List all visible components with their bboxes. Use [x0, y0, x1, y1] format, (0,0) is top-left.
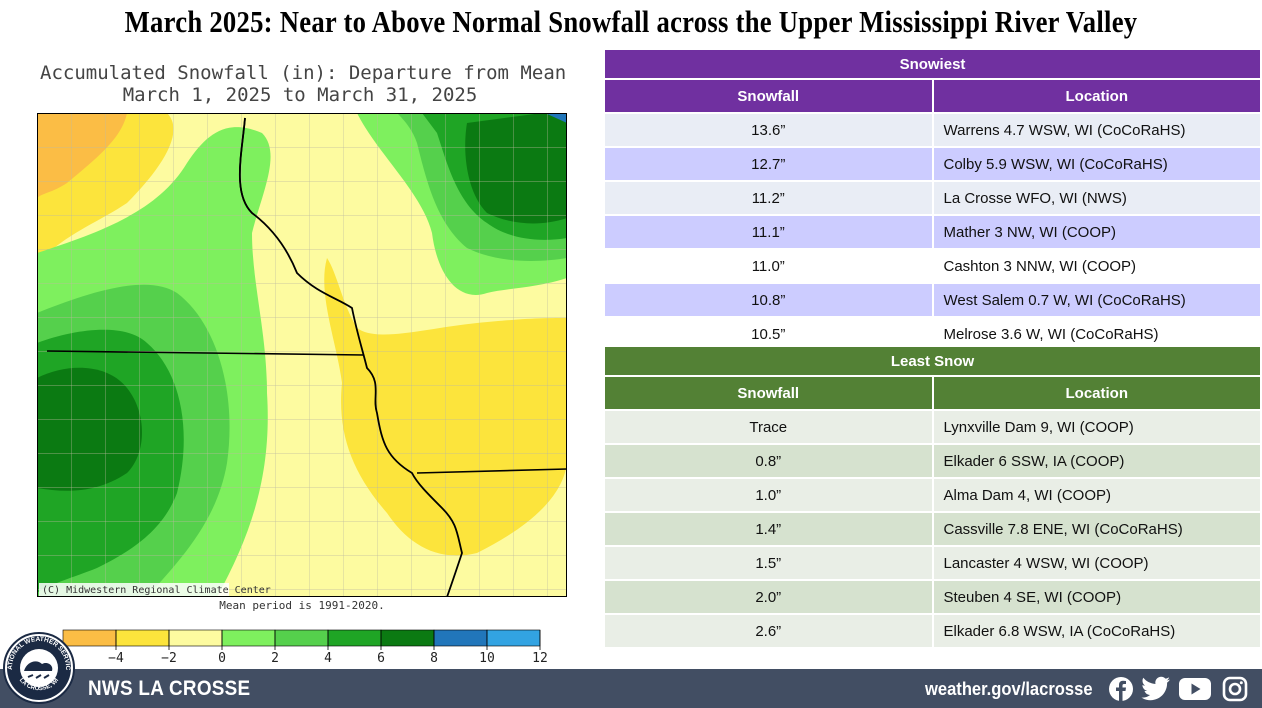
table-row: 0.8” Elkader 6 SSW, IA (COOP) [605, 444, 1260, 478]
location-value: Elkader 6.8 WSW, IA (CoCoRaHS) [931, 614, 1260, 648]
col-snowfall: Snowfall [737, 87, 800, 105]
legend-swatch [327, 629, 382, 647]
facebook-icon[interactable] [1108, 676, 1134, 702]
office-name: NWS LA CROSSE [88, 677, 251, 700]
table-row: 1.5” Lancaster 4 WSW, WI (COOP) [605, 546, 1260, 580]
least-title: Least Snow [890, 352, 975, 370]
youtube-icon[interactable] [1178, 676, 1212, 702]
snowfall-departure-map: (C) Midwestern Regional Climate Center [37, 113, 567, 597]
map-credit-bg [39, 583, 229, 596]
location-value: Elkader 6 SSW, IA (COOP) [931, 444, 1260, 478]
location-value: Lynxville Dam 9, WI (COOP) [931, 410, 1260, 444]
snowfall-value: 1.0” [755, 486, 782, 504]
snowfall-value: 11.1” [751, 223, 785, 241]
least-column-header: Snowfall Location [605, 376, 1260, 410]
legend-swatch [274, 629, 329, 647]
snowiest-column-header: Snowfall Location [605, 79, 1260, 113]
table-row: 13.6” Warrens 4.7 WSW, WI (CoCoRaHS) [605, 113, 1260, 147]
snowfall-value: 0.8” [755, 452, 782, 470]
snowfall-value: 11.2” [751, 189, 785, 207]
col-location: Location [931, 376, 1260, 410]
snowfall-value: 2.0” [755, 588, 782, 606]
legend-swatch [380, 629, 435, 647]
legend-swatch [168, 629, 223, 647]
snowfall-value: 11.0” [751, 257, 785, 275]
legend-tick-label: 10 [479, 651, 495, 666]
table-row: 1.0” Alma Dam 4, WI (COOP) [605, 478, 1260, 512]
mean-period-note: Mean period is 1991-2020. [219, 599, 385, 612]
location-value: Cashton 3 NNW, WI (COOP) [931, 249, 1260, 283]
map-frame [37, 113, 567, 597]
map-title: Accumulated Snowfall (in): Departure fro… [40, 62, 567, 84]
snowfall-value: 1.5” [755, 554, 782, 572]
legend-tick-label: −2 [161, 651, 177, 666]
snowfall-value: Trace [749, 418, 788, 436]
location-value: Colby 5.9 WSW, WI (CoCoRaHS) [931, 147, 1260, 181]
location-value: Warrens 4.7 WSW, WI (CoCoRaHS) [931, 113, 1260, 147]
table-row: 10.8” West Salem 0.7 W, WI (CoCoRaHS) [605, 283, 1260, 317]
legend-swatch [486, 629, 541, 647]
page-title: March 2025: Near to Above Normal Snowfal… [124, 4, 1138, 39]
st-croix-river [239, 117, 253, 214]
location-value: Steuben 4 SE, WI (COOP) [931, 580, 1260, 614]
least-snow-table: Least Snow Snowfall Location Trace Lynxvi… [605, 347, 1260, 649]
table-row: 10.5” Melrose 3.6 W, WI (CoCoRaHS) [605, 317, 1260, 351]
location-value: Lancaster 4 WSW, WI (COOP) [931, 546, 1260, 580]
table-row: 11.0” Cashton 3 NNW, WI (COOP) [605, 249, 1260, 283]
snowfall-value: 10.5” [751, 325, 786, 343]
twitter-icon[interactable] [1141, 676, 1171, 702]
location-value: Melrose 3.6 W, WI (CoCoRaHS) [931, 317, 1260, 351]
nws-logo: NATIONAL WEATHER SERVICE LA CROSSE, WI [2, 631, 75, 704]
legend-swatch [115, 629, 170, 647]
table-row: 1.4” Cassville 7.8 ENE, WI (CoCoRaHS) [605, 512, 1260, 546]
legend-tick-label: 8 [430, 651, 438, 666]
table-row: 2.6” Elkader 6.8 WSW, IA (CoCoRaHS) [605, 614, 1260, 648]
location-value: Alma Dam 4, WI (COOP) [931, 478, 1260, 512]
least-section-header: Least Snow [605, 347, 1260, 376]
snowfall-value: 1.4” [755, 520, 782, 538]
location-value: La Crosse WFO, WI (NWS) [931, 181, 1260, 215]
legend-swatch [433, 629, 488, 647]
legend-swatch [221, 629, 276, 647]
legend-tick-label: 6 [377, 651, 385, 666]
snowfall-value: 2.6” [755, 622, 782, 640]
instagram-icon[interactable] [1222, 676, 1248, 702]
col-snowfall: Snowfall [737, 384, 800, 402]
website-link[interactable]: weather.gov/lacrosse [925, 679, 1093, 699]
snowfall-value: 13.6” [751, 121, 786, 139]
location-value: Cassville 7.8 ENE, WI (CoCoRaHS) [931, 512, 1260, 546]
state-border-wi-il [416, 468, 567, 474]
legend-tick-label: −4 [108, 651, 124, 666]
legend-tick-label: 2 [271, 651, 279, 666]
footer-bar: NWS LA CROSSE weather.gov/lacrosse [0, 669, 1262, 708]
table-row: 11.1” Mather 3 NW, WI (COOP) [605, 215, 1260, 249]
legend-tick-label: 0 [218, 651, 226, 666]
state-border-mn-ia [46, 350, 365, 356]
legend-tick-label: 4 [324, 651, 332, 666]
snowfall-value: 10.8” [751, 291, 786, 309]
color-scale-legend: −4 −2 0 2 4 6 8 10 12 [62, 629, 548, 666]
legend-tick-label: 12 [532, 651, 548, 666]
snowfall-value: 12.7” [751, 155, 786, 173]
snowiest-title: Snowiest [899, 55, 966, 73]
snowiest-section-header: Snowiest [605, 50, 1260, 79]
location-value: West Salem 0.7 W, WI (CoCoRaHS) [931, 283, 1260, 317]
snowiest-table: Snowiest Snowfall Location 13.6” Warrens … [605, 50, 1260, 352]
table-row: Trace Lynxville Dam 9, WI (COOP) [605, 410, 1260, 444]
table-row: 12.7” Colby 5.9 WSW, WI (CoCoRaHS) [605, 147, 1260, 181]
location-value: Mather 3 NW, WI (COOP) [931, 215, 1260, 249]
map-credit: (C) Midwestern Regional Climate Center [42, 585, 271, 596]
table-row: 11.2” La Crosse WFO, WI (NWS) [605, 181, 1260, 215]
col-location: Location [931, 79, 1260, 113]
table-row: 2.0” Steuben 4 SE, WI (COOP) [605, 580, 1260, 614]
map-date-range: March 1, 2025 to March 31, 2025 [122, 84, 478, 106]
mississippi-river-border [238, 117, 463, 597]
